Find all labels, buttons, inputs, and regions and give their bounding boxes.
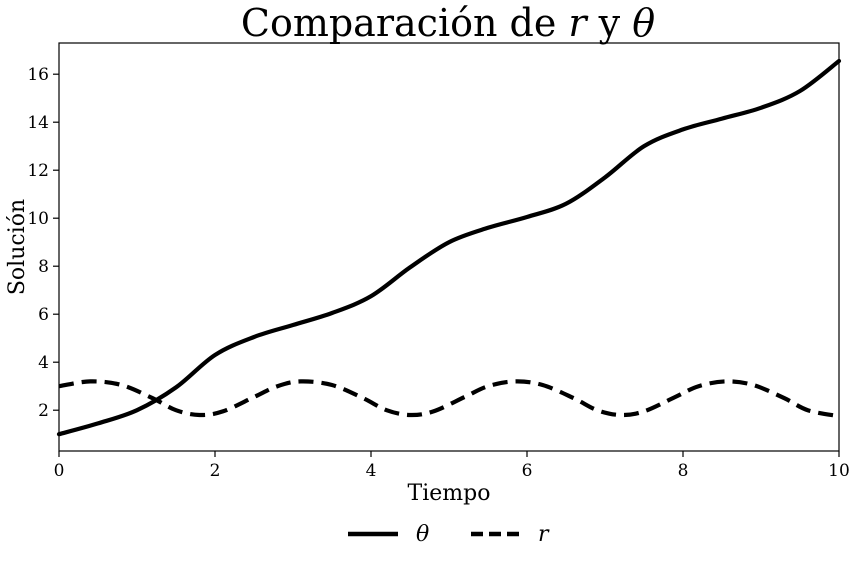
x-axis-ticks: 0 2 4 6 8 10	[54, 451, 850, 481]
title-var-r: r	[568, 1, 589, 45]
series-group	[56, 58, 842, 437]
y-tick-label: 10	[27, 209, 49, 229]
legend-label-theta: θ	[416, 522, 429, 547]
series-theta-line	[56, 58, 842, 437]
y-axis-ticks: 2 4 6 8 10 12 14 16	[27, 65, 59, 421]
y-axis-label: Solución	[5, 199, 30, 295]
x-tick-label: 2	[210, 461, 221, 481]
x-tick-label: 8	[678, 461, 689, 481]
x-tick-label: 0	[54, 461, 65, 481]
y-tick-label: 8	[38, 257, 49, 277]
y-tick-label: 16	[27, 65, 49, 85]
series-r-line	[58, 379, 840, 419]
plot-frame	[58, 42, 840, 452]
x-tick-label: 4	[366, 461, 377, 481]
y-tick-label: 4	[38, 353, 49, 373]
x-axis-label: Tiempo	[408, 481, 491, 506]
y-tick-label: 14	[27, 113, 49, 133]
y-tick-label: 6	[38, 305, 49, 325]
y-tick-label: 12	[27, 161, 49, 181]
title-text-before: Comparación de	[241, 1, 569, 45]
chart-title: Comparación de r y θ	[241, 1, 655, 45]
legend: θ r	[348, 522, 550, 547]
y-tick-label: 2	[38, 401, 49, 421]
x-tick-label: 10	[828, 461, 850, 481]
legend-label-r: r	[538, 522, 550, 547]
title-var-theta: θ	[632, 1, 655, 45]
x-tick-label: 6	[522, 461, 533, 481]
title-text-middle: y	[587, 1, 633, 45]
